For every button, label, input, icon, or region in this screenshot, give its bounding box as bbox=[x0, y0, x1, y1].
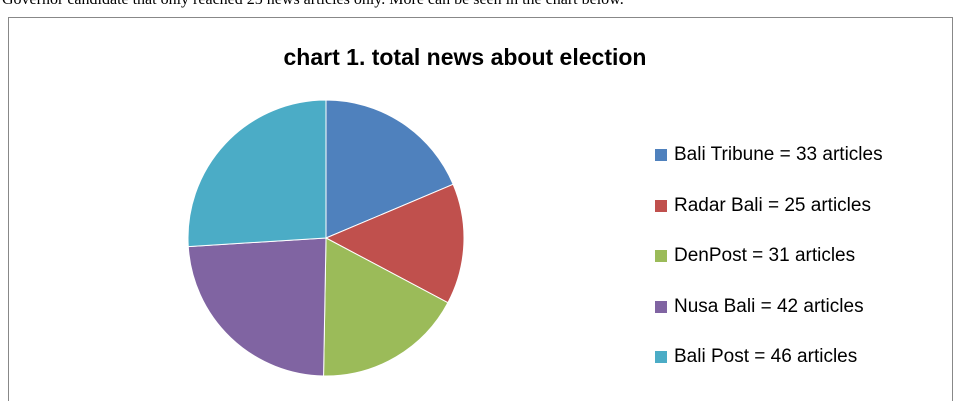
legend-swatch bbox=[655, 351, 667, 364]
pie-slice-bali-post bbox=[187, 99, 327, 248]
pie-slice-denpost bbox=[323, 237, 449, 377]
chart-title: chart 1. total news about election bbox=[283, 44, 647, 70]
chart-legend: Bali Tribune = 33 articles Radar Bali = … bbox=[655, 130, 883, 383]
chart-frame bbox=[8, 17, 953, 401]
legend-label: Nusa Bali = 42 articles bbox=[674, 295, 864, 317]
pie-slice-radar-bali bbox=[324, 183, 465, 304]
legend-item: Bali Tribune = 33 articles bbox=[655, 130, 883, 181]
legend-swatch bbox=[655, 300, 667, 313]
legend-swatch bbox=[655, 250, 667, 263]
legend-swatch bbox=[655, 149, 667, 162]
pie-slice-bali-tribune bbox=[325, 99, 454, 239]
legend-label: Radar Bali = 25 articles bbox=[674, 194, 871, 216]
legend-label: DenPost = 31 articles bbox=[674, 245, 856, 267]
legend-item: Radar Bali = 25 articles bbox=[655, 181, 883, 232]
pie-slice-nusa-bali bbox=[187, 237, 327, 377]
legend-item: DenPost = 31 articles bbox=[655, 231, 883, 282]
legend-label: Bali Tribune = 33 articles bbox=[674, 144, 883, 166]
body-text-line: Governor candidate that only reached 25 … bbox=[0, 0, 957, 10]
legend-label: Bali Post = 46 articles bbox=[674, 346, 858, 368]
legend-swatch bbox=[655, 199, 667, 212]
legend-item: Bali Post = 46 articles bbox=[655, 332, 883, 383]
legend-item: Nusa Bali = 42 articles bbox=[655, 282, 883, 333]
